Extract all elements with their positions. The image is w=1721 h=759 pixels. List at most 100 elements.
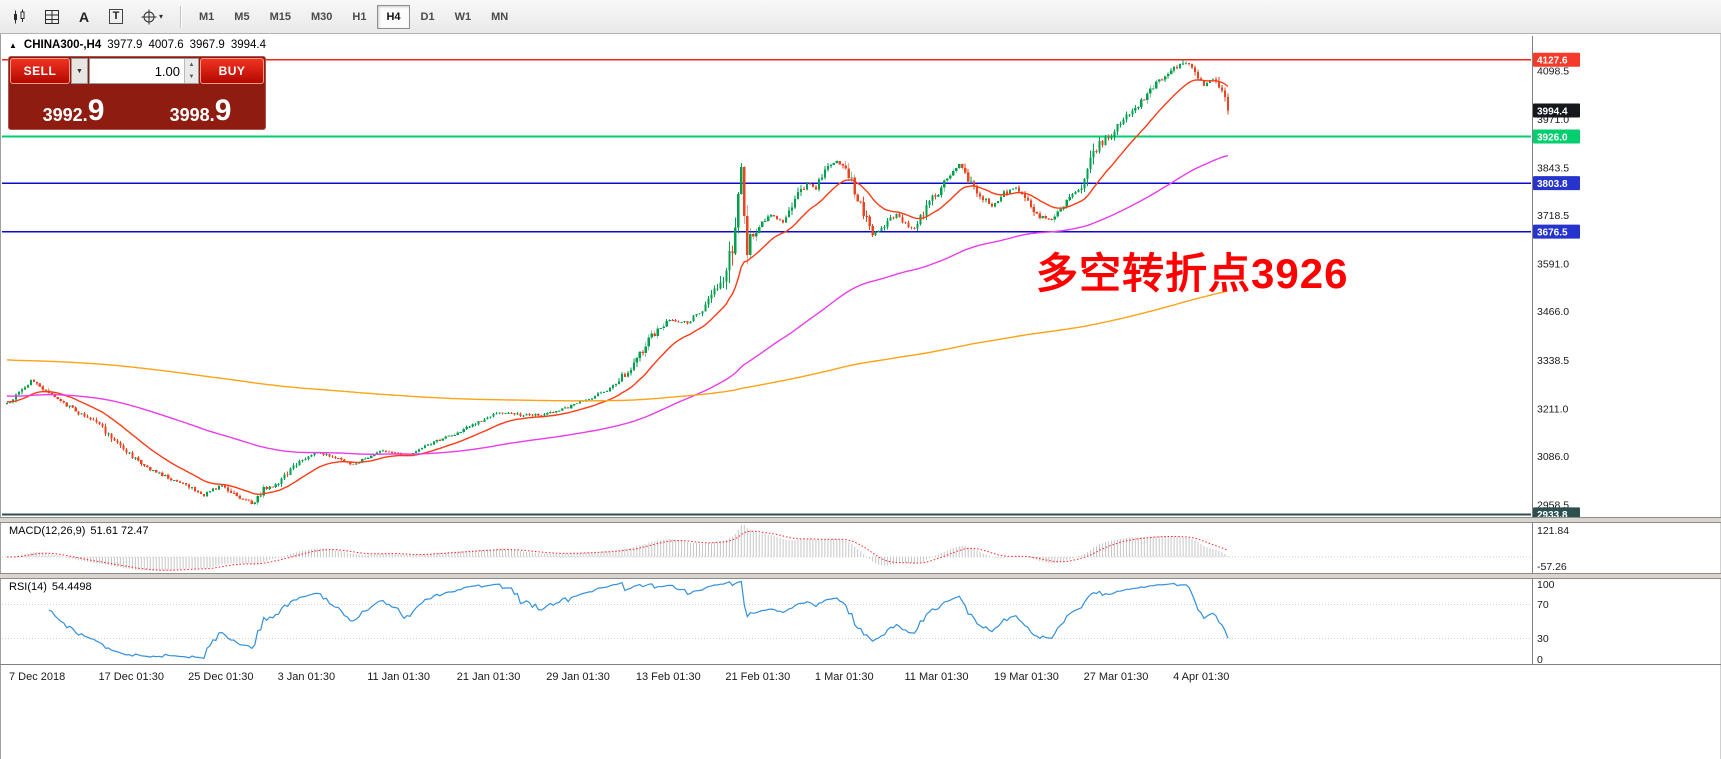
price-badge-label: 3803.8 — [1537, 179, 1568, 190]
volume-decrease-button[interactable]: ▼ — [185, 71, 198, 83]
ohlc-low: 3967.9 — [189, 39, 225, 51]
rsi-tick-label: 70 — [1537, 599, 1549, 611]
medium-ma-line — [6, 154, 1229, 455]
fast-ma-line — [7, 79, 1229, 496]
timeframe-button-mn[interactable]: MN — [482, 5, 517, 29]
date-label: 29 Jan 01:30 — [546, 671, 610, 683]
panel-splitter[interactable] — [0, 573, 1721, 579]
price-badge-label: 3676.5 — [1537, 227, 1568, 238]
price-badge — [1533, 103, 1580, 118]
dropdown-caret-icon: ▾ — [158, 12, 163, 21]
timeframe-button-m15[interactable]: M15 — [261, 5, 300, 29]
price-tick-label: 3843.5 — [1537, 163, 1569, 175]
volume-increase-button[interactable]: ▲ — [185, 59, 198, 71]
main-toolbar: A T ▾ M1 M5 M15 M30 H1 H4 D1 W1 MN — [0, 0, 1721, 34]
letter-t-icon: T — [108, 9, 124, 24]
date-label: 21 Feb 01:30 — [725, 671, 790, 683]
panel-splitter[interactable] — [0, 517, 1721, 523]
price-digits: 3992 — [42, 105, 83, 125]
macd-histogram — [9, 524, 1229, 571]
macd-panel — [2, 524, 1531, 571]
price-tick-label: 3466.0 — [1537, 306, 1569, 318]
price-badge-label: 3926.0 — [1537, 132, 1568, 143]
date-label: 27 Mar 01:30 — [1084, 671, 1149, 683]
timeframe-button-h1[interactable]: H1 — [343, 5, 375, 29]
rsi-tick-label: 0 — [1537, 654, 1543, 666]
one-click-trading-panel: SELL ▼ ▲ ▼ BUY 3992.9 3998.9 — [8, 56, 266, 130]
rsi-label-text: RSI(14) — [9, 581, 47, 593]
macd-values: 51.61 72.47 — [90, 525, 149, 537]
trade-prices-row: 3992. 9 3998. 9 — [10, 84, 264, 128]
symbol-ohlc-line: ▲ CHINA300-,H4 3977.9 4007.6 3967.9 3994… — [9, 39, 266, 51]
candlesticks — [5, 59, 1229, 505]
price-tick-label: 3591.0 — [1537, 259, 1569, 271]
macd-signal-line — [7, 530, 1229, 571]
price-badge — [1533, 176, 1580, 191]
price-tick-label: 3338.5 — [1537, 355, 1569, 367]
timeframe-button-w1[interactable]: W1 — [446, 5, 481, 29]
rsi-tick-label: 100 — [1537, 579, 1555, 591]
timeframe-button-m30[interactable]: M30 — [302, 5, 341, 29]
date-label: 19 Mar 01:30 — [994, 671, 1059, 683]
price-badge-label: 2933.8 — [1537, 510, 1568, 521]
chart-annotation: 多空转折点3926 — [1036, 250, 1349, 297]
ohlc-high: 4007.6 — [148, 39, 184, 51]
timeframe-button-m1[interactable]: M1 — [190, 5, 223, 29]
ohlc-open: 3977.9 — [107, 39, 143, 51]
crosshair-icon — [141, 9, 157, 24]
date-label: 4 Apr 01:30 — [1173, 671, 1229, 683]
buy-price: 3998. 9 — [137, 84, 264, 128]
candlestick-icon — [14, 9, 25, 23]
date-label: 25 Dec 01:30 — [188, 671, 253, 683]
price-badge — [1533, 52, 1580, 67]
sell-price: 3992. 9 — [10, 84, 137, 128]
sell-button[interactable]: SELL — [10, 58, 70, 84]
date-label: 1 Mar 01:30 — [815, 671, 874, 683]
price-badge — [1533, 224, 1580, 239]
letter-a-icon: A — [78, 8, 90, 25]
date-label: 11 Jan 01:30 — [367, 671, 430, 683]
volume-input[interactable] — [90, 59, 184, 83]
date-label: 11 Mar 01:30 — [905, 671, 969, 683]
rsi-value: 54.4498 — [51, 581, 92, 593]
price-badge-label: 4127.6 — [1537, 56, 1568, 67]
macd-axis-min: -57.26 — [1537, 561, 1567, 573]
price-digits: 9 — [214, 94, 232, 128]
date-label: 17 Dec 01:30 — [99, 671, 164, 683]
order-type-dropdown-button[interactable]: ▼ — [71, 58, 88, 84]
buy-button[interactable]: BUY — [200, 58, 264, 84]
toolbar-separator — [180, 5, 182, 28]
macd-axis-max: 121.84 — [1537, 525, 1569, 537]
rsi-line — [48, 580, 1229, 659]
label-a-icon[interactable]: A — [69, 4, 99, 30]
price-tick-label: 3086.0 — [1537, 451, 1569, 463]
window-borders — [0, 34, 1721, 759]
macd-label-text: MACD(12,26,9) — [9, 525, 86, 537]
price-tick-label: 4098.5 — [1537, 65, 1569, 77]
text-tool-icon[interactable]: T — [101, 4, 131, 30]
new-chart-icon[interactable] — [5, 4, 35, 30]
grid-icon — [45, 9, 59, 24]
price-digits: 3998 — [169, 105, 210, 125]
slow-ma-line — [6, 290, 1229, 402]
price-badge-label: 3994.4 — [1537, 106, 1568, 117]
price-digits: 9 — [87, 94, 105, 128]
ohlc-close: 3994.4 — [230, 39, 266, 51]
price-badge — [1533, 129, 1580, 144]
volume-spinner: ▲ ▼ — [184, 59, 198, 83]
trade-controls-row: SELL ▼ ▲ ▼ BUY — [10, 58, 264, 84]
date-axis: 7 Dec 2018 17 Dec 01:30 25 Dec 01:30 3 Jan … — [9, 671, 1229, 683]
date-label: 3 Jan 01:30 — [278, 671, 336, 683]
price-digits: . — [82, 105, 88, 125]
volume-field: ▲ ▼ — [89, 58, 199, 84]
date-label: 13 Feb 01:30 — [636, 671, 701, 683]
collapse-triangle-icon[interactable]: ▲ — [9, 40, 17, 50]
timeframe-button-m5[interactable]: M5 — [225, 5, 258, 29]
drawing-tools-icon[interactable]: ▾ — [133, 4, 171, 30]
timeframe-button-h4[interactable]: H4 — [377, 4, 410, 29]
symbol-title: CHINA300-,H4 — [23, 39, 102, 51]
timeframe-button-d1[interactable]: D1 — [412, 5, 444, 29]
rsi-indicator-label: RSI(14) 54.4498 — [9, 581, 92, 593]
chart-grid-icon[interactable] — [37, 4, 67, 30]
